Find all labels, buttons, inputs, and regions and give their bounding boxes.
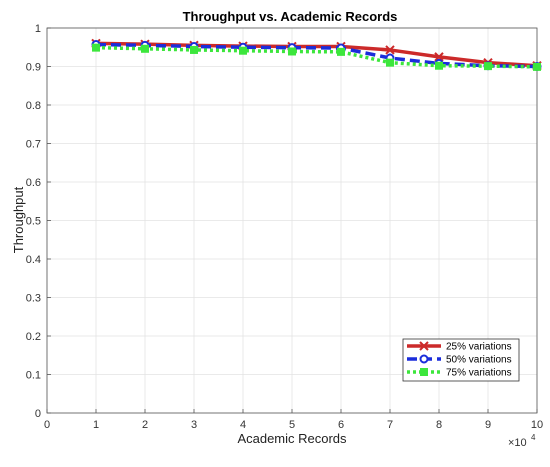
x-multiplier: ×10 4 bbox=[508, 433, 536, 449]
data-point bbox=[141, 44, 149, 53]
legend-entry: 50% variations bbox=[407, 354, 512, 366]
legend-swatch-marker bbox=[420, 368, 428, 376]
x-tick-label: 6 bbox=[338, 419, 344, 431]
x-tick-label: 9 bbox=[485, 419, 491, 431]
chart-title: Throughput vs. Academic Records bbox=[183, 9, 398, 24]
y-tick-label: 0.3 bbox=[26, 293, 41, 305]
legend-entry: 75% variations bbox=[407, 368, 512, 379]
ticks: 0 1 2 3 4 5 6 7 8 9 10 0 0.1 0.2 0.3 0.4 0.5 0.6 0.7 0.8 0.9… bbox=[26, 23, 543, 431]
y-tick-label: 0.8 bbox=[26, 100, 41, 112]
x-tick-label: 0 bbox=[44, 419, 50, 431]
y-axis-title: Throughput bbox=[11, 186, 26, 253]
legend: 25% variations 50% variations 75% variatio… bbox=[402, 338, 520, 382]
data-point bbox=[435, 61, 443, 70]
x-axis-title: Academic Records bbox=[237, 431, 347, 446]
y-tick-label: 0.5 bbox=[26, 216, 41, 228]
x-tick-label: 3 bbox=[191, 419, 197, 431]
x-tick-label: 8 bbox=[436, 419, 442, 431]
data-point bbox=[92, 43, 100, 52]
data-point bbox=[337, 47, 345, 56]
x-tick-label: 1 bbox=[93, 419, 99, 431]
data-point bbox=[434, 52, 444, 62]
y-tick-label: 0.2 bbox=[26, 331, 41, 343]
legend-label: 75% variations bbox=[446, 368, 512, 379]
x-tick-label: 5 bbox=[289, 419, 295, 431]
series-3 bbox=[92, 43, 541, 71]
y-tick-label: 1 bbox=[35, 23, 41, 35]
series-line bbox=[95, 41, 538, 68]
y-tick-label: 0.9 bbox=[26, 62, 41, 74]
data-point bbox=[484, 62, 492, 71]
x-multiplier-exponent: 4 bbox=[531, 433, 536, 442]
y-tick-label: 0.7 bbox=[26, 139, 41, 151]
data-point bbox=[190, 45, 198, 54]
x-multiplier-base: ×10 bbox=[508, 437, 527, 449]
x-tick-label: 10 bbox=[531, 419, 543, 431]
data-point bbox=[533, 62, 541, 71]
data-point bbox=[239, 46, 247, 55]
legend-label: 25% variations bbox=[446, 342, 512, 353]
y-tick-label: 0 bbox=[35, 408, 41, 420]
x-tick-label: 4 bbox=[240, 419, 246, 431]
x-tick-label: 7 bbox=[387, 419, 393, 431]
series bbox=[91, 38, 542, 71]
legend-label: 50% variations bbox=[446, 355, 512, 366]
data-point bbox=[288, 47, 296, 56]
x-tick-label: 2 bbox=[142, 419, 148, 431]
y-tick-label: 0.4 bbox=[26, 254, 41, 266]
y-tick-label: 0.1 bbox=[26, 370, 41, 382]
legend-swatch-marker bbox=[419, 354, 429, 364]
data-point bbox=[385, 45, 395, 55]
series-line bbox=[95, 45, 538, 69]
legend-entry: 25% variations bbox=[407, 341, 512, 353]
legend-swatch-marker bbox=[419, 341, 429, 351]
data-point bbox=[386, 58, 394, 67]
y-tick-label: 0.6 bbox=[26, 177, 41, 189]
